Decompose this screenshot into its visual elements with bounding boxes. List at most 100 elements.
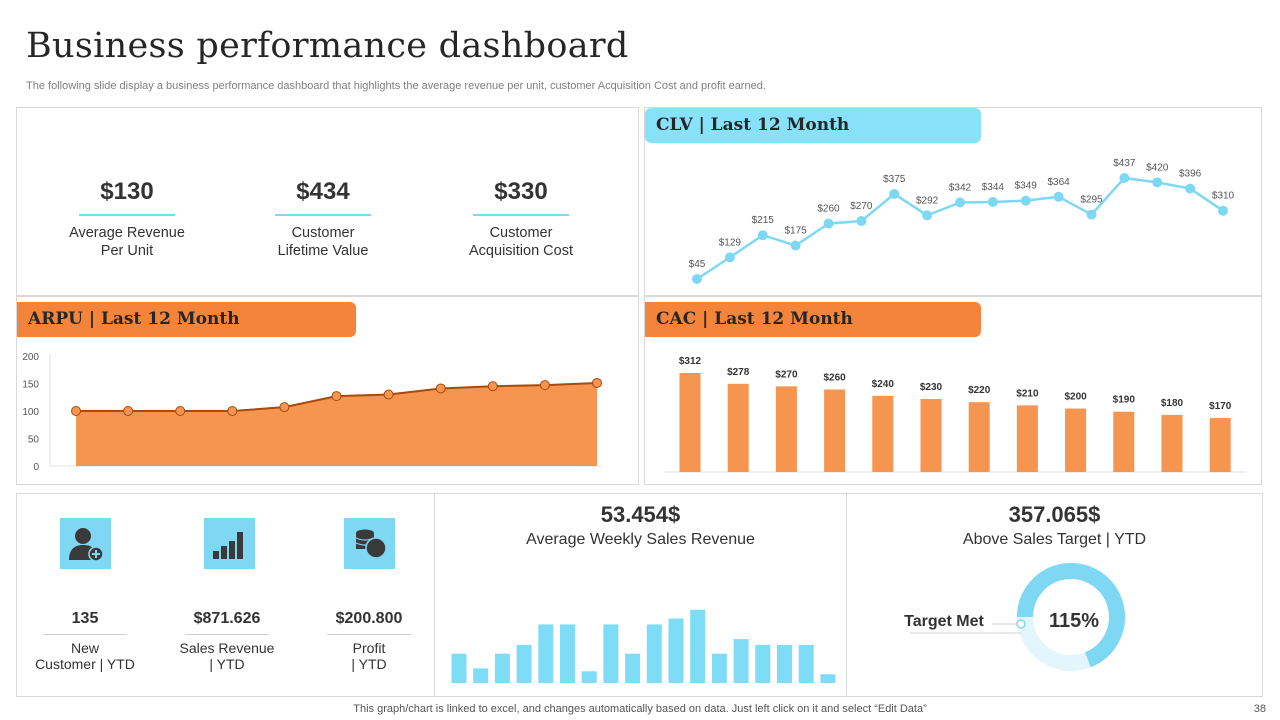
stat-value: $200.800 [335, 610, 403, 627]
clv-data-label: $344 [982, 182, 1005, 193]
cac-data-label: $180 [1161, 398, 1184, 409]
clv-data-label: $342 [949, 182, 972, 193]
clv-data-label: $260 [817, 204, 840, 215]
stat-divider [43, 634, 127, 635]
stat-label-line2: | YTD [351, 656, 387, 672]
weekly-bar [798, 644, 814, 683]
arpu-panel: ARPU | Last 12 Month 0 50 100 150 200 [16, 296, 639, 485]
weekly-sales-value: 53.454$ [600, 502, 681, 527]
weekly-bar [516, 644, 532, 683]
cac-data-label: $230 [920, 382, 943, 393]
cac-bar [1209, 418, 1231, 472]
sales-target-value: 357.065$ [1008, 502, 1101, 527]
stat-label-line1: Sales Revenue [179, 640, 275, 656]
coins-icon [355, 529, 387, 559]
clv-data-label: $175 [785, 226, 808, 237]
stat-value: $871.626 [193, 610, 261, 627]
kpi-divider [275, 214, 371, 216]
cac-data-label: $170 [1209, 401, 1232, 412]
target-met-label: Target Met [904, 613, 984, 630]
clv-data-label: $45 [689, 259, 706, 270]
clv-point [1020, 195, 1031, 206]
arpu-point [331, 391, 342, 402]
ytd-stats-panel: 135 New Customer | YTD $871.626 Sales Re… [16, 493, 435, 697]
weekly-bar [560, 624, 575, 683]
stat-label-line1: New [70, 640, 99, 656]
cac-panel: CAC | Last 12 Month $312 $278 $270 $260 $240… [644, 296, 1262, 485]
arpu-point [71, 406, 81, 416]
weekly-bar [603, 624, 619, 683]
sales-target-panel: 357.065$ Above Sales Target | YTD Target… [846, 493, 1263, 697]
page-title: Business performance dashboard [26, 26, 629, 66]
arpu-point [435, 383, 446, 394]
weekly-bar [755, 644, 771, 683]
clv-point [955, 197, 965, 208]
page-number: 38 [1253, 703, 1266, 715]
callout-dot [1016, 619, 1026, 629]
add-user-icon-box [60, 518, 111, 569]
bar-chart-icon-box [204, 518, 255, 569]
kpi-label: Customer Lifetime Value [277, 225, 369, 259]
weekly-bar [711, 653, 727, 683]
cac-bar [968, 402, 990, 472]
clv-data-label: $364 [1048, 177, 1071, 188]
cac-data-label: $210 [1016, 388, 1039, 399]
cac-data-label: $278 [727, 367, 750, 378]
clv-data-label: $375 [883, 174, 906, 185]
cac-bar [1161, 414, 1183, 472]
cac-data-label: $190 [1113, 395, 1136, 406]
clv-point [790, 240, 801, 251]
clv-point [856, 216, 867, 227]
clv-point [1152, 177, 1163, 188]
target-donut-chart: Target Met 115% [904, 563, 1125, 671]
clv-data-label: $292 [916, 195, 939, 206]
kpi-value: $330 [494, 178, 548, 205]
stat-label-line2: Customer | YTD [35, 656, 135, 672]
weekly-bar [690, 609, 706, 683]
weekly-bar [777, 644, 792, 683]
clv-data-label: $215 [752, 215, 775, 226]
cac-bar [920, 399, 942, 472]
cac-bar-chart: $312 $278 $270 $260 $240 $230 $220 $210 $200 $190… [665, 356, 1245, 473]
donut-progress-arc [1017, 563, 1125, 668]
stat-profit: $200.800 Profit | YTD [304, 610, 434, 672]
clv-line-chart: $45 $129 $215 $175 $260 $270 $375 $292 $342 $344 $… [689, 158, 1235, 284]
clv-data-label: $310 [1212, 191, 1235, 202]
bar-chart-icon [212, 531, 243, 559]
cac-bar [1065, 408, 1087, 472]
weekly-sales-panel: 53.454$ Average Weekly Sales Revenue [434, 493, 847, 697]
weekly-bar [668, 618, 684, 683]
clv-data-label: $420 [1146, 162, 1169, 173]
kpi-value: $434 [296, 178, 350, 205]
cac-bar [1016, 405, 1038, 472]
cac-data-label: $270 [775, 369, 798, 380]
stat-new-customers: 135 New Customer | YTD [20, 610, 150, 672]
stat-label-line1: Profit [352, 640, 386, 656]
arpu-point [539, 380, 550, 391]
clv-point [922, 210, 933, 221]
kpi-value: $130 [100, 178, 154, 205]
cac-banner: CAC | Last 12 Month [645, 302, 981, 337]
kpi-label: Average Revenue Per Unit [69, 225, 185, 259]
clv-point [692, 274, 702, 284]
page-subtitle: The following slide display a business p… [26, 80, 766, 92]
stat-divider [185, 634, 269, 635]
clv-point [724, 252, 735, 263]
arpu-y-tick: 150 [22, 380, 39, 391]
cac-bar [775, 386, 797, 472]
clv-point [987, 196, 998, 207]
clv-data-label: $437 [1113, 158, 1136, 169]
weekly-sales-label: Average Weekly Sales Revenue [526, 531, 755, 548]
clv-point [1185, 183, 1196, 194]
cac-data-label: $260 [823, 373, 846, 384]
coins-icon-box [344, 518, 395, 569]
clv-point [757, 230, 768, 241]
arpu-point [175, 406, 186, 416]
weekly-bar [625, 653, 641, 683]
cac-data-label: $200 [1064, 392, 1087, 403]
arpu-y-tick: 50 [28, 435, 40, 446]
kpi-panel: $130 Average Revenue Per Unit $434 Custo… [16, 107, 639, 296]
clv-data-label: $270 [850, 201, 873, 212]
clv-point [823, 218, 834, 229]
cac-bar [872, 395, 894, 472]
